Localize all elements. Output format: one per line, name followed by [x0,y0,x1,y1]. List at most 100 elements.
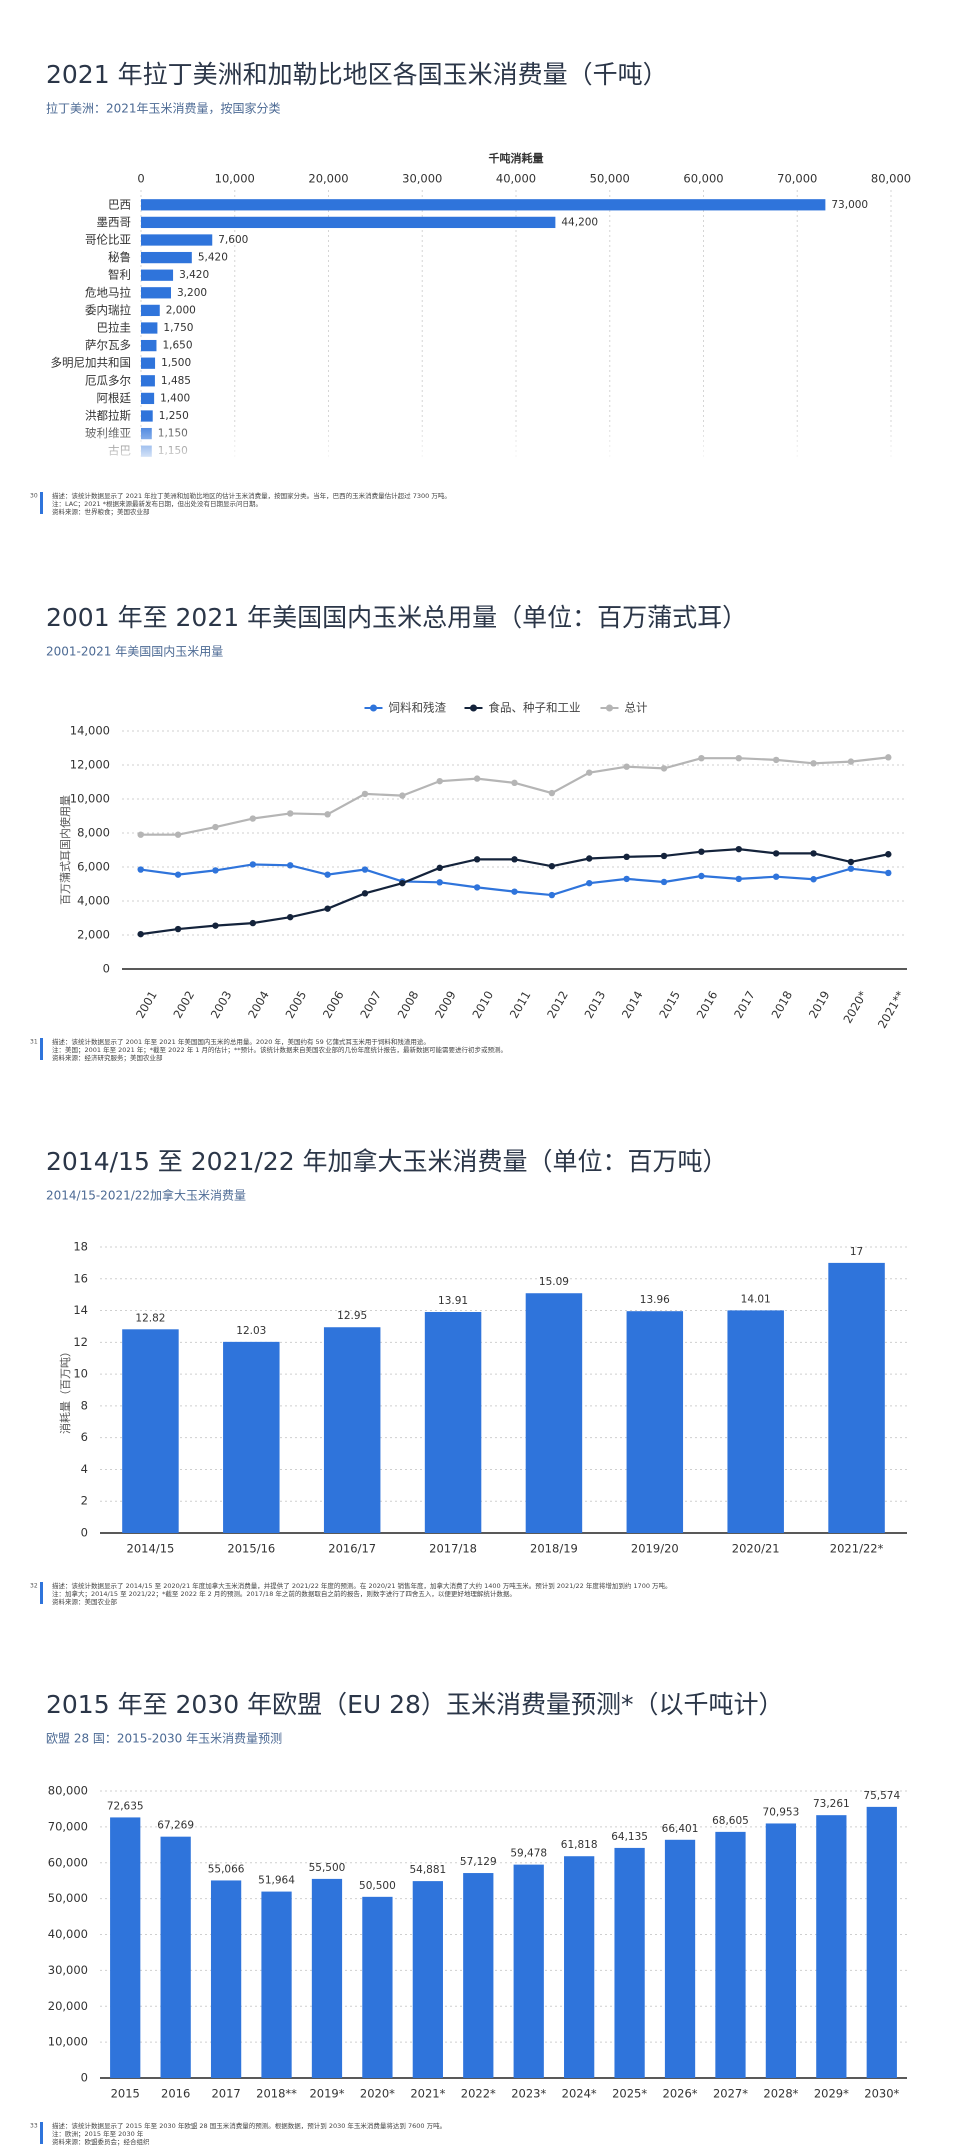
data-point [586,769,593,776]
data-point [623,875,630,883]
y-tick-label: 6 [81,1430,88,1444]
x-tick-label: 2010 [469,988,496,1020]
data-point [249,919,257,927]
chart-subtitle: 2001-2021 年美国国内玉米用量 [46,645,223,659]
y-tick-label: 0 [103,962,110,976]
x-tick-label: 2007 [357,988,384,1020]
y-tick-label: 60,000 [48,1855,88,1869]
x-tick-label: 2019/20 [631,1542,679,1556]
x-tick-label: 2018/19 [530,1542,578,1556]
y-tick-label: 危地马拉 [85,285,131,299]
x-tick-label: 2011 [507,988,534,1020]
y-tick-label: 0 [81,2071,88,2085]
bar [463,1873,494,2078]
data-point [436,777,443,785]
data-point [810,760,817,767]
fade-overlay [40,420,920,462]
bar [141,304,160,317]
y-tick-label: 萨尔瓦多 [85,338,131,352]
data-point [287,810,294,817]
x-tick-label: 10,000 [215,172,255,186]
bar [141,339,157,352]
value-label: 61,818 [561,1839,598,1851]
x-tick-label: 2027* [713,2087,748,2101]
value-label: 1,250 [159,410,189,422]
y-tick-label: 12 [73,1335,88,1349]
x-tick-label: 2015/16 [227,1542,275,1556]
y-tick-label: 50,000 [48,1891,88,1905]
value-label: 75,574 [863,1790,900,1802]
chart-subtitle: 拉丁美洲：2021年玉米消费量，按国家分类 [46,101,281,116]
data-point [361,866,369,873]
x-tick-label: 2013 [582,988,609,1020]
y-tick-label: 18 [73,1240,88,1254]
series-line [140,756,889,836]
x-tick-label: 40,000 [496,172,536,186]
data-point [174,925,182,933]
page-number: 33 [30,2123,38,2130]
page-number: 31 [30,1039,38,1046]
data-point [212,823,219,831]
y-axis-title: 消耗量（百万吨） [58,1346,72,1434]
bar [141,216,556,229]
data-point [399,879,406,887]
footnote: 注：加拿大；2014/15 至 2021/22；*截至 2022 年 2 月的预… [52,1589,516,1598]
bar [141,287,171,299]
value-label: 55,500 [309,1862,346,1874]
y-tick-label: 0 [81,1526,88,1540]
x-tick-label: 2021** [875,988,908,1031]
data-point [847,758,855,765]
value-label: 12.03 [236,1325,266,1337]
x-tick-label: 2018 [768,988,795,1020]
value-label: 17 [850,1246,863,1258]
data-point [212,867,219,874]
value-label: 72,635 [107,1800,144,1812]
data-point [287,913,294,921]
bar [564,1856,595,2078]
x-tick-label: 2017 [731,988,758,1020]
y-tick-label: 4 [81,1462,88,1476]
y-tick-label: 洪都拉斯 [85,409,131,423]
data-point [137,866,144,873]
data-point [885,754,892,761]
x-tick-label: 20,000 [308,172,348,186]
value-label: 7,600 [218,234,248,246]
x-tick-label: 2016/17 [328,1542,376,1556]
bar [525,1293,583,1533]
x-tick-label: 2021/22* [830,1542,884,1556]
x-tick-label: 2016 [161,2087,190,2101]
bar [141,269,174,281]
value-label: 1,750 [163,322,193,334]
axis-title: 千吨消耗量 [489,151,544,165]
x-tick-label: 2014/15 [127,1542,175,1556]
data-point [623,853,630,860]
data-point [885,851,892,858]
x-tick-label: 50,000 [590,172,630,186]
data-point [324,811,331,818]
legend-marker [470,704,477,712]
bar [141,410,153,422]
x-tick-label: 2029* [814,2087,849,2101]
value-label: 67,269 [157,1820,194,1832]
value-label: 73,261 [813,1798,850,1810]
x-tick-label: 2017/18 [429,1542,477,1556]
y-tick-label: 14 [73,1303,88,1317]
data-point [473,856,481,863]
bar [614,1847,645,2078]
y-tick-label: 30,000 [48,1963,88,1977]
value-label: 64,135 [611,1831,648,1843]
x-tick-label: 0 [137,172,144,186]
value-label: 59,478 [510,1848,547,1860]
page-number: 30 [30,493,38,500]
footnote: 资料来源：欧盟委员会；经合组织 [52,2137,150,2146]
data-point [436,864,443,872]
bar [141,392,155,405]
bar [141,357,156,369]
y-tick-label: 智利 [108,268,131,282]
data-point [361,790,369,798]
value-label: 1,500 [161,357,191,369]
y-tick-label: 10 [73,1367,88,1381]
x-tick-label: 2021* [410,2087,445,2101]
bar [362,1896,393,2078]
